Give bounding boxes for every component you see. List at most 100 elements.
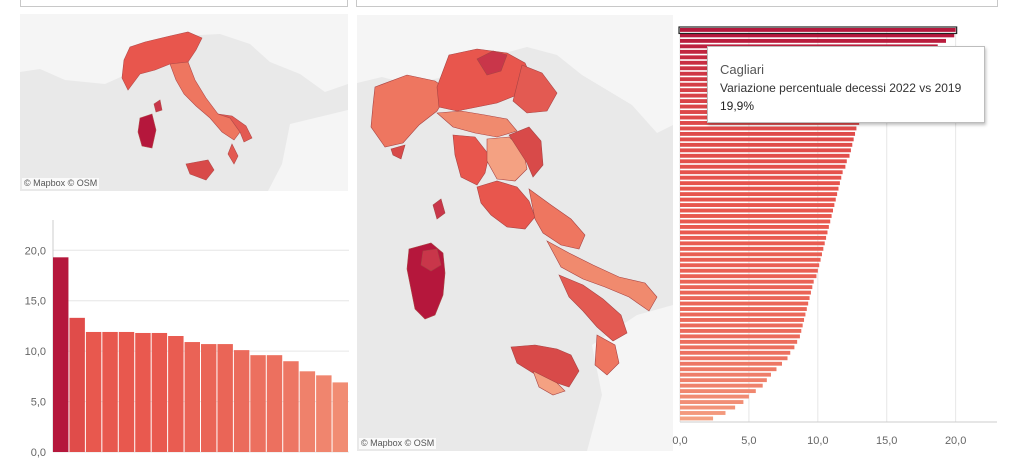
bar[interactable]: [680, 328, 802, 333]
bar[interactable]: [680, 350, 791, 355]
bar[interactable]: [680, 312, 806, 317]
bar[interactable]: [680, 192, 838, 197]
bar[interactable]: [680, 126, 857, 131]
bar[interactable]: [680, 197, 836, 202]
bar[interactable]: [680, 153, 850, 158]
map-attribution[interactable]: © Mapbox © OSM: [22, 178, 100, 189]
bar[interactable]: [680, 225, 829, 229]
bar[interactable]: [217, 344, 233, 452]
x-tick-label: 10,0: [807, 435, 828, 447]
bar[interactable]: [680, 296, 810, 301]
bar[interactable]: [680, 38, 947, 43]
bar[interactable]: [680, 252, 822, 257]
bar[interactable]: [680, 279, 814, 284]
bar[interactable]: [680, 285, 813, 290]
bar[interactable]: [680, 416, 714, 421]
tooltip: Cagliari Variazione percentuale decessi …: [707, 46, 985, 123]
bar[interactable]: [266, 355, 283, 452]
bar[interactable]: [680, 214, 832, 218]
bar[interactable]: [680, 148, 851, 153]
top-panel-left: [20, 0, 348, 7]
x-tick-label: 20,0: [945, 435, 966, 447]
bar[interactable]: [680, 411, 726, 415]
italy-regions[interactable]: [121, 31, 253, 181]
bar[interactable]: [680, 268, 818, 273]
bar[interactable]: [680, 361, 782, 366]
italy-provinces[interactable]: [370, 48, 658, 396]
bar[interactable]: [680, 186, 839, 191]
small-map[interactable]: © Mapbox © OSM: [20, 14, 348, 191]
x-tick-label: 0,0: [672, 435, 687, 447]
bar[interactable]: [168, 336, 184, 452]
tooltip-value: 19,9%: [720, 99, 755, 113]
land-mass: [357, 15, 673, 133]
y-tick-label: 0,0: [31, 447, 46, 459]
bar[interactable]: [680, 263, 820, 268]
top-panel-right: [356, 0, 998, 7]
bar[interactable]: [680, 372, 771, 377]
y-tick-label: 5,0: [31, 397, 46, 409]
bar[interactable]: [680, 230, 828, 235]
bar[interactable]: [680, 339, 798, 344]
bar[interactable]: [53, 257, 69, 452]
bar[interactable]: [680, 378, 767, 383]
y-tick-label: 10,0: [25, 346, 46, 358]
land-mass: [20, 14, 348, 92]
bar[interactable]: [680, 323, 803, 328]
bar[interactable]: [680, 241, 825, 246]
bar[interactable]: [680, 356, 788, 361]
bar[interactable]: [184, 342, 200, 452]
bar[interactable]: [680, 334, 800, 339]
bar[interactable]: [135, 332, 151, 452]
bar[interactable]: [680, 219, 831, 224]
bar[interactable]: [680, 33, 955, 38]
bar[interactable]: [680, 28, 956, 32]
bar[interactable]: [316, 375, 332, 452]
bar[interactable]: [680, 208, 833, 213]
bar[interactable]: [680, 246, 824, 251]
bar[interactable]: [680, 318, 805, 322]
bar[interactable]: [680, 137, 854, 142]
bar[interactable]: [680, 175, 842, 180]
map-attribution[interactable]: © Mapbox © OSM: [359, 438, 437, 449]
y-tick-label: 15,0: [25, 296, 46, 308]
vertical-bar-chart[interactable]: 0,0 5,0 10,0 15,0 20,0: [0, 210, 350, 460]
bar[interactable]: [680, 274, 817, 279]
bar[interactable]: [680, 290, 811, 295]
bar[interactable]: [680, 394, 749, 399]
bar[interactable]: [680, 159, 847, 164]
bar[interactable]: [680, 131, 856, 136]
x-tick-label: 5,0: [741, 435, 756, 447]
y-tick-label: 20,0: [25, 245, 46, 257]
bar[interactable]: [680, 400, 744, 404]
tooltip-title: Cagliari: [720, 62, 765, 77]
bar[interactable]: [680, 301, 809, 306]
bar[interactable]: [201, 344, 217, 452]
large-map[interactable]: © Mapbox © OSM: [357, 15, 673, 451]
bar[interactable]: [680, 307, 807, 311]
x-tick-label: 15,0: [876, 435, 897, 447]
bar[interactable]: [680, 405, 736, 410]
bar[interactable]: [85, 331, 102, 452]
bar[interactable]: [118, 331, 135, 452]
bar[interactable]: [332, 382, 348, 452]
bar[interactable]: [680, 345, 795, 350]
bar[interactable]: [680, 164, 846, 169]
bar[interactable]: [299, 371, 316, 452]
bar[interactable]: [680, 383, 763, 388]
bar[interactable]: [102, 331, 118, 452]
bar[interactable]: [680, 203, 835, 207]
bar[interactable]: [680, 367, 777, 372]
bar[interactable]: [680, 235, 827, 240]
bar[interactable]: [69, 317, 85, 452]
land-mass: [268, 110, 348, 191]
bar[interactable]: [680, 257, 821, 262]
bar[interactable]: [283, 361, 299, 452]
bar[interactable]: [680, 142, 853, 147]
bar[interactable]: [680, 389, 756, 394]
bar[interactable]: [151, 332, 168, 452]
bar[interactable]: [233, 350, 250, 452]
bar[interactable]: [250, 355, 266, 452]
bar[interactable]: [680, 170, 843, 175]
bar[interactable]: [680, 181, 840, 186]
